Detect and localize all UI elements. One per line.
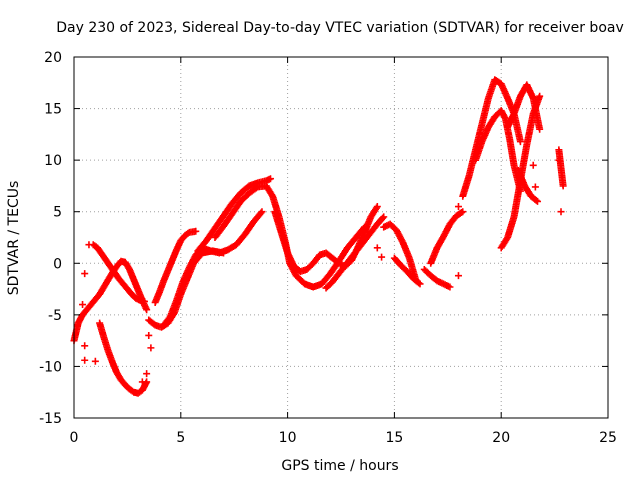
series-arc-5: [151, 228, 198, 306]
series-arc-2: [89, 241, 147, 305]
x-tick-label: 15: [385, 430, 403, 446]
x-tick-labels: 0 5 10 15 20 25: [70, 430, 617, 446]
series-arc-13: [420, 265, 452, 290]
scatter-point: [81, 342, 89, 350]
scatter-point: [143, 370, 151, 378]
data-point: [457, 209, 465, 217]
series-arc-19: [514, 166, 540, 204]
data-point: [416, 280, 424, 288]
data-point: [380, 213, 388, 221]
series-arc-20: [555, 146, 567, 188]
y-tick-labels: -15 -10 -5 0 5 10 15 20: [39, 50, 62, 427]
series-arc-6: [160, 209, 265, 329]
scatter-point: [81, 270, 89, 278]
x-tick-label: 0: [70, 430, 79, 446]
scatter-point: [147, 344, 155, 352]
series-arc-3: [96, 319, 150, 397]
data-point: [536, 125, 544, 133]
y-tick-label: 20: [44, 50, 62, 66]
plot-frame: [73, 56, 609, 419]
series-arc-18: [504, 81, 543, 131]
data-point: [559, 182, 567, 190]
data-point: [415, 279, 423, 287]
series-arc-10: [322, 214, 387, 292]
y-tick-label: 10: [44, 153, 62, 169]
x-axis-label: GPS time / hours: [281, 458, 398, 474]
data-point: [372, 204, 380, 212]
data-point: [536, 92, 544, 100]
data-point: [258, 208, 266, 216]
series-arc-7: [194, 175, 273, 255]
data-point: [373, 203, 381, 211]
y-tick-label: -10: [39, 359, 62, 375]
y-tick-label: -5: [48, 308, 62, 324]
scatter-point: [531, 183, 539, 191]
y-axis-label: SDTVAR / TECUs: [6, 181, 22, 296]
chart-title: Day 230 of 2023, Sidereal Day-to-day VTE…: [56, 20, 624, 36]
data-point: [446, 283, 454, 291]
scatter-point: [378, 253, 386, 261]
scatter-point: [85, 241, 93, 249]
y-tick-label: -15: [39, 411, 62, 427]
data-point: [534, 197, 542, 205]
y-tick-label: 15: [44, 102, 62, 118]
scatter-point: [557, 208, 565, 216]
scatter-point: [91, 357, 99, 365]
data-point: [516, 138, 524, 146]
series-arc-11: [380, 220, 419, 282]
data-point: [267, 175, 275, 183]
y-tick-label: 0: [53, 256, 62, 272]
series-arc-12: [390, 254, 423, 287]
x-tick-label: 20: [492, 430, 510, 446]
data-point: [257, 209, 265, 217]
series-arc-15: [459, 76, 524, 200]
y-tick-label: 5: [53, 205, 62, 221]
scatter-point: [79, 301, 87, 309]
data-point: [532, 196, 540, 204]
axis-ticks: [73, 56, 609, 419]
x-tick-label: 5: [176, 430, 185, 446]
scatter-point: [145, 331, 153, 339]
scatter-point: [529, 161, 537, 169]
x-tick-label: 25: [599, 430, 617, 446]
scatter-point: [81, 356, 89, 364]
data-point: [143, 306, 151, 314]
scatter-point: [454, 272, 462, 280]
scatter-point: [454, 203, 462, 211]
series-arc-14: [427, 209, 465, 267]
x-tick-label: 10: [279, 430, 297, 446]
scatter-point: [555, 156, 563, 164]
data-point: [192, 227, 200, 235]
data-point: [140, 297, 148, 305]
scatter-point: [138, 378, 146, 386]
data-points: [70, 76, 567, 397]
scatter-point: [373, 244, 381, 252]
grid: [74, 57, 608, 418]
data-point: [379, 214, 387, 222]
data-point: [459, 208, 467, 216]
